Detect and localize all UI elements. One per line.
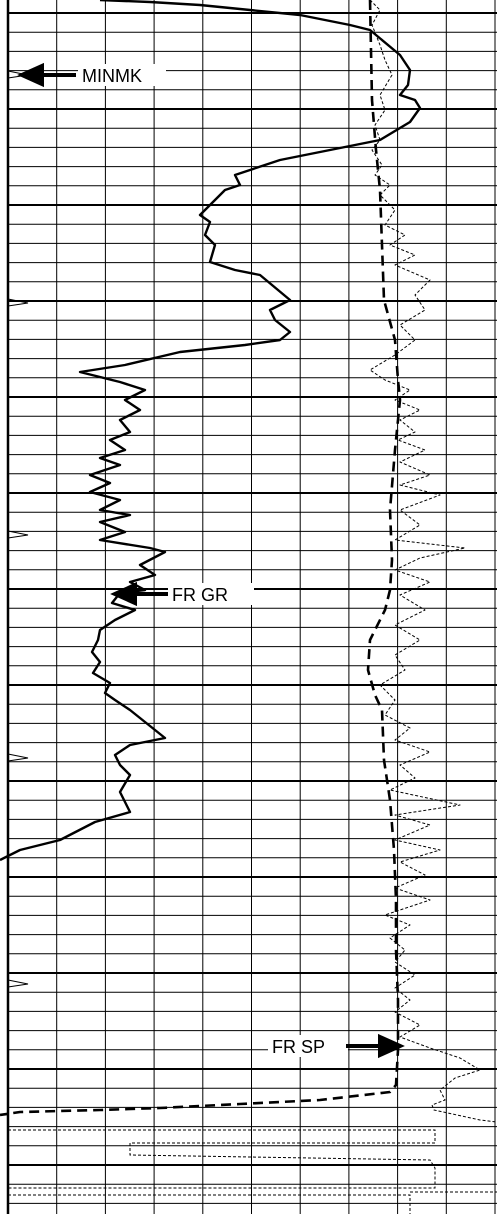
curve-res	[369, 0, 497, 1123]
depth-tick-mark	[7, 979, 29, 988]
bottom-dotted-traces	[8, 1129, 497, 1214]
pick-fr-gr: FR GR	[110, 581, 254, 607]
fr-sp-arrow	[346, 1033, 405, 1059]
bottom-dotted-trace	[8, 1129, 436, 1189]
depth-tick-mark	[7, 753, 29, 762]
pick-fr-sp: FR SP	[268, 1033, 405, 1059]
curve-gr	[0, 0, 422, 862]
depth-tick-mark	[7, 298, 29, 307]
minmk-arrow	[17, 62, 76, 88]
fr-gr-label: FR GR	[172, 585, 228, 605]
depth-tick-mark	[7, 530, 29, 539]
curve-layer	[0, 0, 497, 1123]
pick-minmk: MINMK	[17, 62, 166, 88]
minmk-label: MINMK	[82, 66, 142, 86]
grid-layer	[6, 0, 497, 1214]
curve-sp	[0, 0, 402, 1117]
fr-sp-label: FR SP	[272, 1037, 325, 1057]
fr-gr-arrow	[110, 581, 168, 607]
bottom-dotted-trace	[8, 1194, 411, 1214]
